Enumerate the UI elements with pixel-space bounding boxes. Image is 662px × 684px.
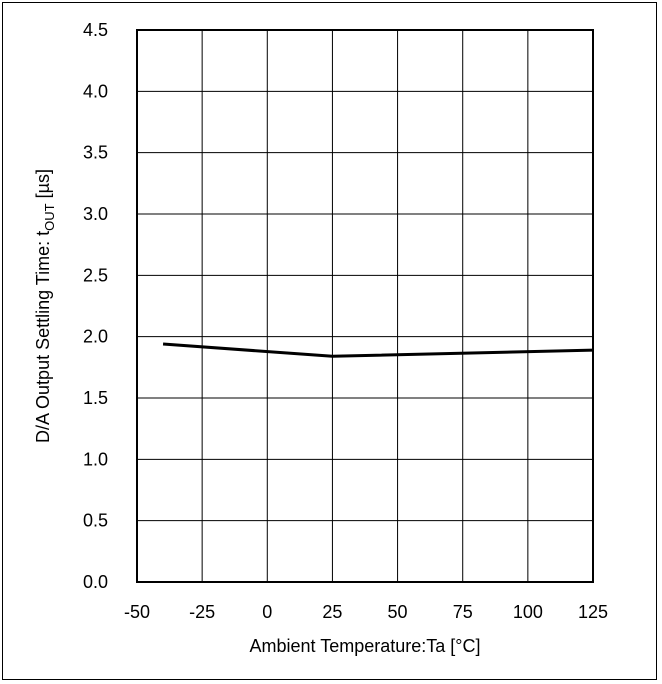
y-axis-label-prefix: D/A Output Settling Time: t	[33, 231, 53, 443]
x-axis-label: Ambient Temperature:Ta [°C]	[250, 636, 481, 656]
y-axis-label-suffix: [µs]	[33, 169, 53, 203]
y-axis-label-subscript: OUT	[42, 203, 57, 231]
y-tick-label: 4.5	[83, 20, 108, 40]
x-tick-label: 25	[322, 602, 342, 622]
x-tick-label: 0	[262, 602, 272, 622]
y-tick-label: 2.5	[83, 265, 108, 285]
y-tick-label: 1.5	[83, 388, 108, 408]
x-tick-label: -25	[189, 602, 215, 622]
y-tick-label: 3.5	[83, 143, 108, 163]
y-tick-label: 0.5	[83, 511, 108, 531]
series-group	[162, 342, 594, 358]
y-axis-ticks: 0.0 0.5 1.0 1.5 2.0 2.5 3.0 3.5 4.0 4.5	[83, 20, 108, 592]
y-axis-label: D/A Output Settling Time: tOUT [µs]	[33, 169, 57, 443]
x-tick-label: 125	[578, 602, 608, 622]
grid-lines	[136, 29, 594, 583]
x-tick-label: 50	[388, 602, 408, 622]
x-axis-ticks: -50 -25 0 25 50 75 100 125	[124, 602, 608, 622]
y-tick-label: 4.0	[83, 81, 108, 101]
x-tick-label: 100	[513, 602, 543, 622]
x-tick-label: 75	[453, 602, 473, 622]
plot-area	[136, 29, 594, 583]
x-tick-label: -50	[124, 602, 150, 622]
y-tick-label: 1.0	[83, 449, 108, 469]
y-tick-label: 2.0	[83, 327, 108, 347]
y-tick-label: 0.0	[83, 572, 108, 592]
y-tick-label: 3.0	[83, 204, 108, 224]
series-line	[162, 342, 594, 358]
